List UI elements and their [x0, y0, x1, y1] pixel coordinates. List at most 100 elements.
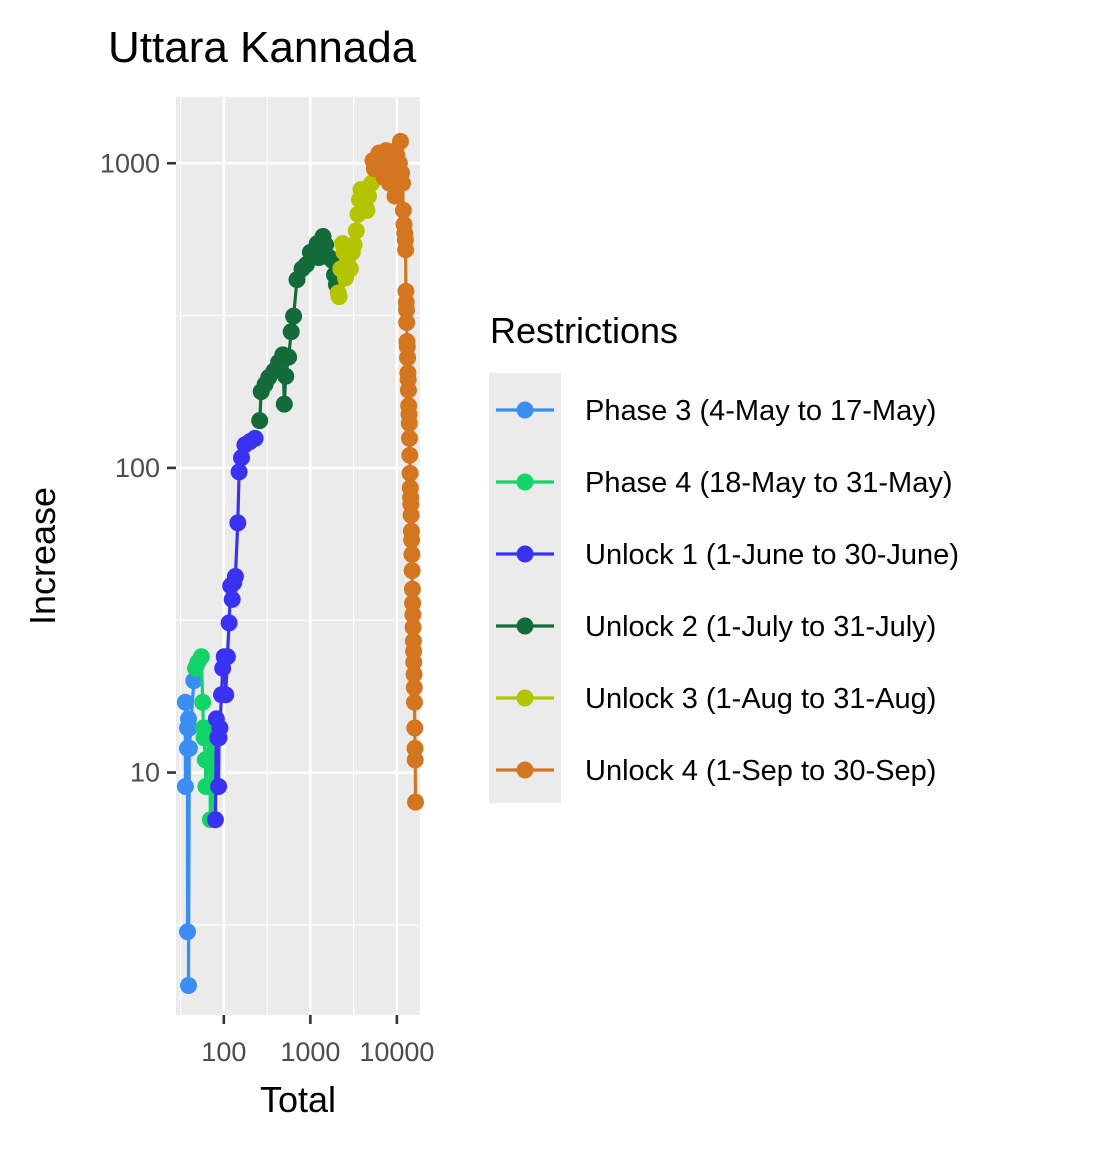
series-6 — [364, 132, 424, 811]
data-point — [406, 719, 424, 737]
legend-key-point — [516, 545, 534, 563]
legend-item: Unlock 2 (1-July to 31-July) — [496, 611, 936, 643]
data-point — [403, 562, 421, 580]
data-point — [405, 665, 423, 683]
x-axis: 100 1000 10000 — [201, 1015, 434, 1067]
legend-label: Unlock 4 (1-Sep to 30-Sep) — [585, 755, 936, 787]
legend: Restrictions Phase 3 (4-May to 17-May) Ph… — [489, 310, 959, 803]
x-tick-label: 1000 — [280, 1037, 340, 1067]
legend-title: Restrictions — [490, 310, 678, 351]
legend-key-point — [516, 689, 534, 707]
data-point — [176, 778, 194, 795]
data-point — [246, 429, 264, 447]
data-point — [218, 648, 236, 666]
data-point — [185, 672, 203, 690]
data-point — [405, 679, 423, 697]
data-point — [317, 236, 335, 254]
data-point — [398, 314, 416, 331]
data-point — [406, 751, 424, 769]
data-point — [405, 653, 423, 671]
legend-item: Phase 4 (18-May to 31-May) — [496, 467, 952, 499]
data-point — [179, 923, 196, 941]
y-tick-label: 100 — [115, 453, 160, 483]
data-point — [180, 977, 197, 994]
x-tick-label: 100 — [201, 1037, 246, 1067]
data-point — [407, 793, 424, 811]
series-1 — [176, 672, 203, 994]
legend-key-point — [516, 473, 534, 491]
data-point — [196, 751, 214, 769]
data-point — [206, 811, 224, 829]
data-point — [345, 236, 363, 254]
series-4 — [251, 228, 345, 430]
legend-item: Unlock 1 (1-June to 30-June) — [496, 539, 959, 571]
data-point — [282, 323, 300, 341]
data-point — [223, 590, 241, 608]
data-point — [394, 201, 412, 219]
data-point — [180, 739, 198, 757]
data-point — [403, 545, 421, 563]
data-point — [197, 778, 215, 795]
y-tick-label: 10 — [130, 758, 160, 788]
legend-key-background — [489, 373, 561, 803]
series-layer — [176, 132, 424, 994]
data-point — [341, 260, 359, 278]
plot-panel — [176, 97, 420, 1015]
data-point — [210, 778, 228, 795]
data-point — [229, 514, 247, 532]
data-point — [392, 132, 409, 150]
data-point — [398, 301, 415, 319]
data-point — [404, 606, 422, 624]
data-point — [285, 307, 303, 325]
data-point — [330, 288, 348, 306]
y-axis: 10 100 1000 — [100, 148, 176, 788]
data-point — [403, 531, 421, 549]
data-point — [230, 463, 248, 481]
legend-label: Phase 4 (18-May to 31-May) — [585, 467, 952, 499]
data-point — [233, 449, 250, 467]
legend-item: Phase 3 (4-May to 17-May) — [496, 395, 936, 427]
chart-title: Uttara Kannada — [108, 23, 417, 72]
series-line — [183, 680, 196, 988]
data-point — [399, 349, 417, 367]
data-point — [400, 414, 418, 432]
data-point — [180, 719, 198, 737]
data-point — [192, 648, 210, 666]
data-point — [211, 719, 229, 737]
data-point — [360, 187, 377, 205]
data-point — [358, 201, 376, 219]
data-point — [226, 568, 244, 585]
data-point — [217, 686, 235, 704]
x-tick-label: 10000 — [359, 1037, 434, 1067]
data-point — [394, 174, 411, 192]
data-point — [251, 412, 269, 430]
data-point — [401, 464, 419, 482]
data-point — [401, 429, 418, 447]
legend-label: Phase 3 (4-May to 17-May) — [585, 395, 936, 427]
legend-key-point — [516, 617, 534, 635]
x-axis-title: Total — [260, 1079, 336, 1120]
data-point — [406, 693, 423, 711]
legend-label: Unlock 2 (1-July to 31-July) — [585, 611, 936, 643]
legend-label: Unlock 1 (1-June to 30-June) — [585, 539, 959, 571]
series-5 — [329, 174, 381, 306]
data-point — [386, 187, 404, 205]
legend-item: Unlock 4 (1-Sep to 30-Sep) — [496, 755, 936, 787]
data-point — [401, 446, 419, 464]
data-point — [194, 693, 212, 711]
data-point — [347, 222, 365, 240]
y-axis-title: Increase — [22, 487, 63, 625]
data-point — [275, 395, 293, 413]
data-point — [280, 348, 298, 366]
data-point — [220, 614, 238, 632]
data-point — [277, 367, 295, 385]
legend-item: Unlock 3 (1-Aug to 31-Aug) — [496, 683, 936, 715]
data-point — [403, 580, 421, 598]
data-point — [402, 506, 420, 524]
legend-key-point — [516, 761, 534, 779]
legend-key-point — [516, 401, 534, 419]
data-point — [404, 618, 422, 636]
data-point — [176, 693, 194, 711]
y-tick-label: 1000 — [100, 148, 160, 178]
